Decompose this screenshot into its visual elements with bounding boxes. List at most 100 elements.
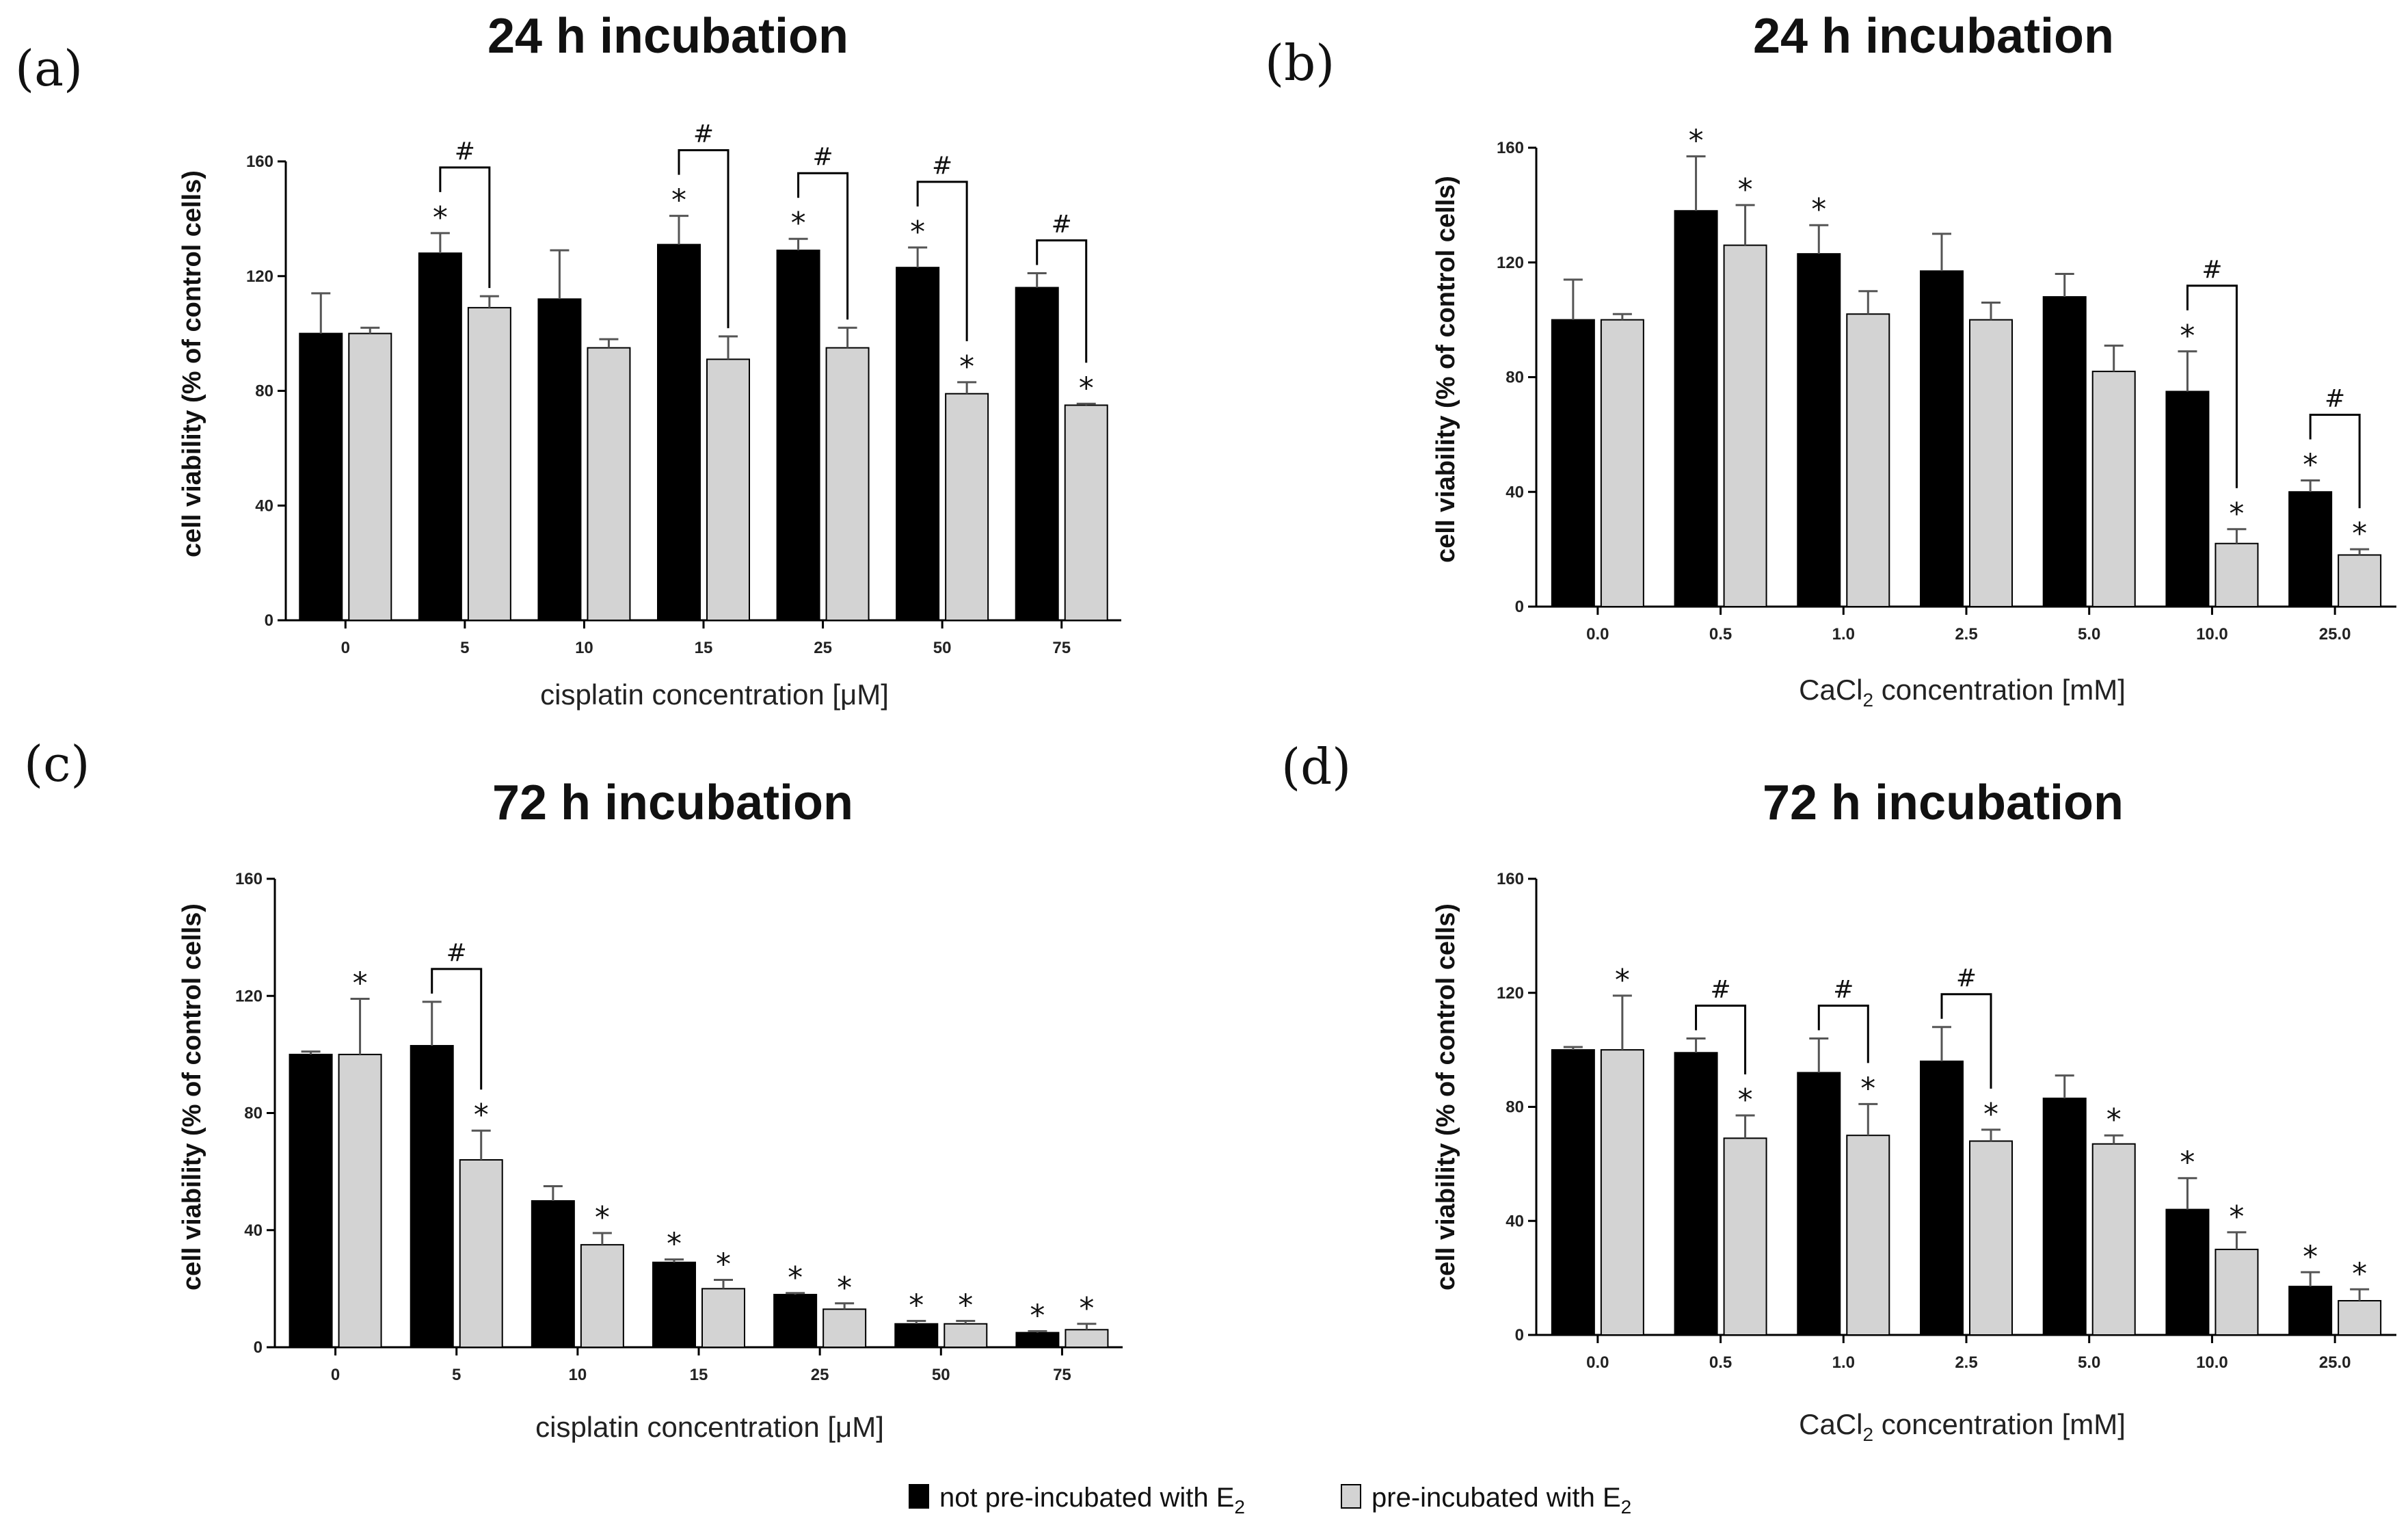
y-tick-label: 0 — [265, 611, 273, 630]
bar-not-preincubated — [1797, 1072, 1841, 1336]
y-tick-label: 0 — [254, 1338, 263, 1357]
y-tick-label: 40 — [1506, 1212, 1524, 1230]
y-tick-label: 160 — [235, 870, 263, 888]
significance-star: * — [1738, 172, 1753, 207]
significance-star: * — [1738, 1083, 1753, 1117]
x-tick-label: 25.0 — [2319, 1353, 2351, 1372]
x-tick-label: 10.0 — [2196, 625, 2228, 644]
panel-c: (c) 72 h incubation cell viability (% of… — [24, 735, 884, 1443]
bracket-label: # — [1956, 964, 1977, 992]
bar-preincubated — [1846, 1135, 1890, 1336]
significance-star: * — [2352, 516, 2367, 551]
bar-not-preincubated — [289, 1053, 333, 1348]
bar-preincubated — [467, 306, 511, 621]
x-tick-label: 2.5 — [1955, 625, 1977, 644]
x-tick-label: 5.0 — [2078, 1353, 2100, 1372]
plot-area-3: 0 40 80 120 160 0.0 0.5 1.0 2.5 5.0 10.0 25.0 * * * * * *… — [1497, 870, 2396, 1372]
chart-title: 24 h incubation — [487, 9, 848, 64]
bar-preincubated — [706, 358, 750, 622]
plot-area-2: 0 40 80 120 160 0 5 10 15 25 50 75 * * * * * * * * * * * # — [235, 870, 1123, 1384]
significance-star: * — [2106, 1102, 2122, 1137]
y-tick-label: 160 — [1497, 139, 1524, 157]
bar-not-preincubated — [1015, 287, 1059, 621]
bracket-label: # — [1052, 211, 1072, 239]
bar-preincubated — [1969, 1140, 2013, 1336]
panel-b: (b) 24 h incubation cell viability (% of… — [1265, 9, 2126, 711]
bar-preincubated — [2091, 1143, 2136, 1336]
bar-preincubated — [459, 1159, 503, 1348]
bar-preincubated — [2338, 1299, 2382, 1336]
panel-letter: (d) — [1281, 738, 1351, 795]
significance-bracket — [1695, 1004, 1747, 1075]
bar-not-preincubated — [531, 1200, 575, 1348]
significance-star: * — [2180, 319, 2195, 354]
significance-star: * — [2303, 447, 2318, 482]
bar-not-preincubated — [1797, 253, 1841, 607]
bar-not-preincubated — [896, 267, 940, 621]
chart-title: 24 h incubation — [1753, 9, 2114, 64]
bar-not-preincubated — [1920, 1060, 1964, 1336]
bar-preincubated — [1723, 1137, 1767, 1336]
panel-a: (a) 24 h incubation cell viability (% of… — [15, 9, 889, 711]
x-tick-label: 25.0 — [2319, 625, 2351, 644]
significance-bracket — [2186, 284, 2238, 488]
chart-title: 72 h incubation — [1763, 776, 2124, 830]
bracket-label: # — [932, 152, 952, 180]
y-tick-label: 120 — [1497, 984, 1524, 1003]
bar-preincubated — [701, 1288, 745, 1348]
significance-bracket — [916, 181, 968, 341]
bar-not-preincubated — [776, 250, 820, 622]
y-tick-label: 160 — [1497, 870, 1524, 888]
bar-not-preincubated — [2042, 1097, 2087, 1336]
x-tick-label: 5 — [452, 1366, 461, 1384]
significance-star: * — [2229, 1200, 2244, 1234]
y-tick-label: 80 — [1506, 369, 1524, 387]
x-tick-label: 0.0 — [1586, 625, 1609, 644]
bar-preincubated — [1969, 319, 2013, 607]
bar-not-preincubated — [1551, 1049, 1595, 1336]
significance-star: * — [1079, 371, 1094, 406]
significance-star: * — [716, 1247, 731, 1282]
chart-title: 72 h incubation — [492, 776, 853, 830]
x-tick-label: 2.5 — [1955, 1353, 1977, 1372]
significance-bracket — [2309, 413, 2361, 509]
legend-label-preincubated: pre-incubated with E2 — [1372, 1483, 1631, 1518]
significance-star: * — [667, 1227, 682, 1262]
x-tick-label: 1.0 — [1832, 1353, 1855, 1372]
y-axis-label: cell viability (% of control cells) — [178, 903, 206, 1290]
bar-preincubated — [338, 1053, 382, 1348]
bar-preincubated — [1600, 319, 1644, 607]
y-tick-label: 120 — [235, 987, 263, 1005]
significance-bracket — [797, 172, 849, 320]
significance-star: * — [958, 1288, 973, 1323]
x-tick-label: 75 — [1052, 639, 1071, 657]
x-tick-label: 0 — [341, 639, 350, 657]
bar-not-preincubated — [652, 1261, 696, 1348]
plot-area-0: 0 40 80 120 160 0 5 10 15 25 50 75 * * * * * * # # # # # — [246, 120, 1121, 657]
significance-star: * — [837, 1271, 852, 1306]
significance-star: * — [1860, 1071, 1875, 1106]
bar-preincubated — [1065, 1329, 1109, 1348]
bracket-label: # — [1710, 975, 1730, 1003]
x-tick-label: 15 — [690, 1366, 708, 1384]
bar-preincubated — [2215, 542, 2259, 607]
y-tick-label: 80 — [244, 1104, 263, 1123]
bar-not-preincubated — [773, 1293, 818, 1348]
x-axis-label: cisplatin concentration [μM] — [535, 1411, 884, 1443]
significance-star: * — [959, 349, 974, 384]
y-axis-label: cell viability (% of control cells) — [1432, 176, 1460, 563]
y-tick-label: 80 — [1506, 1098, 1524, 1117]
bar-not-preincubated — [537, 298, 582, 621]
x-tick-label: 0.5 — [1709, 625, 1732, 644]
bar-not-preincubated — [2165, 390, 2210, 607]
bar-not-preincubated — [410, 1045, 454, 1348]
x-tick-label: 15 — [695, 639, 713, 657]
panel-letter: (c) — [24, 735, 90, 793]
bar-preincubated — [580, 1244, 624, 1348]
x-tick-label: 10 — [575, 639, 593, 657]
x-tick-label: 50 — [933, 639, 952, 657]
bar-preincubated — [2338, 554, 2382, 608]
bracket-label: # — [446, 939, 467, 967]
